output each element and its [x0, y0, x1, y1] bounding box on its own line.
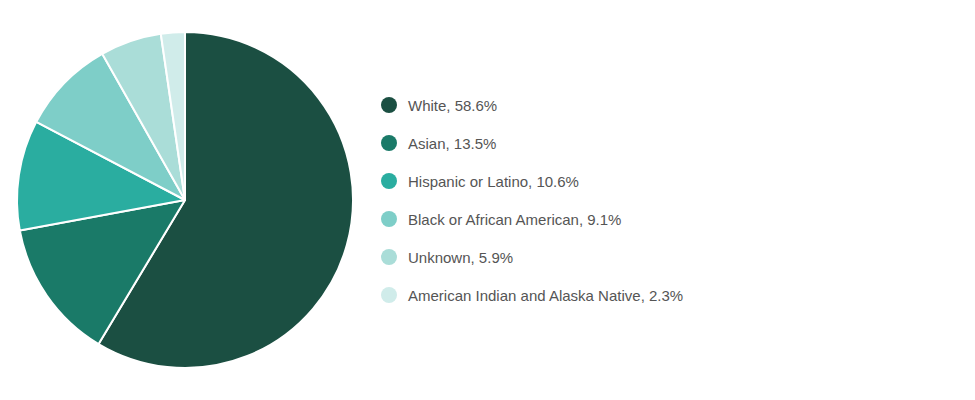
legend-marker — [381, 287, 397, 303]
legend: White, 58.6% Asian, 13.5% Hispanic or Lati… — [381, 97, 683, 304]
legend-label: Black or African American, 9.1% — [408, 211, 621, 228]
legend-marker — [381, 249, 397, 265]
legend-marker — [381, 211, 397, 227]
legend-marker — [381, 173, 397, 189]
chart-svg: White, 58.6% Asian, 13.5% Hispanic or Lati… — [0, 0, 975, 400]
legend-label: White, 58.6% — [408, 97, 497, 114]
legend-label: Unknown, 5.9% — [408, 249, 513, 266]
pie — [17, 32, 353, 368]
legend-marker — [381, 97, 397, 113]
legend-marker — [381, 135, 397, 151]
legend-label: Hispanic or Latino, 10.6% — [408, 173, 579, 190]
legend-label: Asian, 13.5% — [408, 135, 496, 152]
legend-label: American Indian and Alaska Native, 2.3% — [408, 287, 683, 304]
pie-slice — [161, 32, 185, 200]
chart-container: White, 58.6% Asian, 13.5% Hispanic or Lati… — [0, 0, 975, 400]
